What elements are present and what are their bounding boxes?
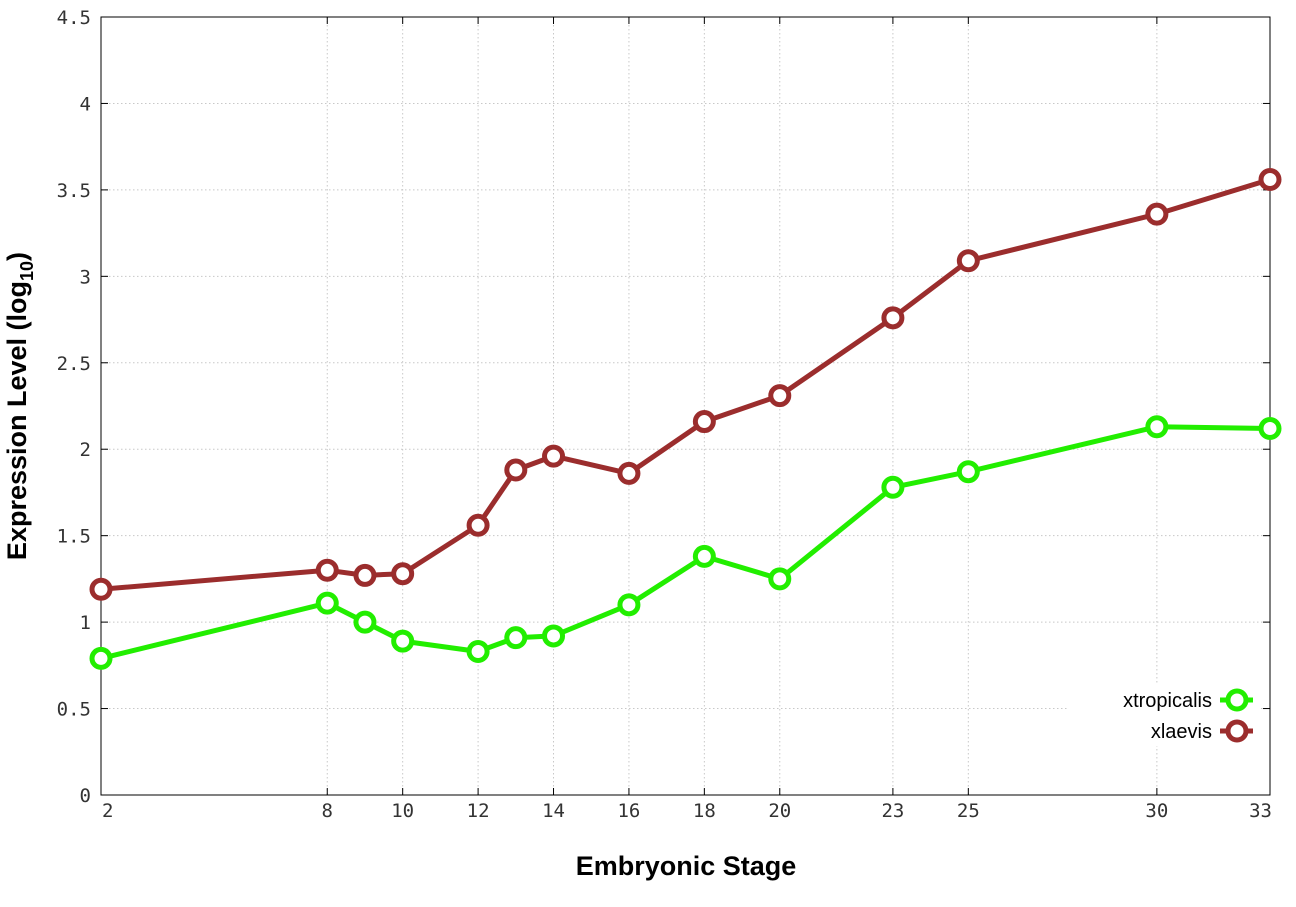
y-axis-title-main: Expression Level (log [2,281,32,560]
x-tick-label: 10 [391,800,414,822]
x-tick-label: 2 [102,800,113,822]
data-point [768,567,792,591]
data-point [391,629,415,653]
x-tick-label: 16 [617,800,640,822]
x-tick-label: 33 [1249,800,1272,822]
y-axis-title: Expression Level (log10) [2,252,37,560]
data-point [881,475,905,499]
data-point [617,461,641,485]
axis-ticks: 0 0.5 1 1.5 2 2.5 3 3.5 4 4.5 2 8 10 12 14 16 18 20 23 25 30… [57,7,1272,822]
data-point [315,591,339,615]
data-point [466,640,490,664]
y-tick-label: 2.5 [57,353,91,375]
data-point [956,249,980,273]
data-point [89,577,113,601]
y-tick-label: 4.5 [57,7,91,29]
data-point [692,544,716,568]
x-tick-label: 25 [957,800,980,822]
data-point [504,626,528,650]
y-tick-label: 1.5 [57,526,91,548]
data-point [315,558,339,582]
series-line-xtropicalis [100,424,1271,661]
legend-label-xtropicalis: xtropicalis [1123,690,1212,712]
data-point [542,624,566,648]
y-axis-title-close: ) [2,252,32,261]
y-tick-label: 4 [80,93,91,115]
data-point [1145,202,1169,226]
y-tick-label: 3 [80,266,91,288]
data-point [504,458,528,482]
x-tick-label: 14 [542,800,565,822]
data-point [466,513,490,537]
series-group [89,168,1282,670]
x-tick-label: 12 [467,800,490,822]
plot-frame [100,16,1271,796]
data-point [542,444,566,468]
x-tick-label: 30 [1145,800,1168,822]
x-axis-title: Embryonic Stage [576,851,797,881]
legend-marker-xlaevis [1225,719,1249,743]
legend: xtropicalis xlaevis [1068,685,1260,746]
data-point [1145,415,1169,439]
y-tick-label: 0.5 [57,699,91,721]
data-point [617,593,641,617]
data-point [353,610,377,634]
data-point [692,410,716,434]
y-tick-label: 0 [80,785,91,807]
y-axis-title-subscript: 10 [17,261,37,281]
data-point [1258,416,1282,440]
data-point [1258,168,1282,192]
x-tick-label: 8 [322,800,333,822]
grid [101,17,1270,795]
legend-marker-xtropicalis [1225,688,1249,712]
series-line-xlaevis [100,177,1271,592]
x-tick-label: 20 [768,800,791,822]
y-tick-label: 2 [80,439,91,461]
y-tick-label: 3.5 [57,180,91,202]
x-tick-label: 18 [693,800,716,822]
data-point [391,562,415,586]
series-xlaevis [89,168,1282,601]
data-point [768,384,792,408]
series-xtropicalis [89,415,1282,670]
data-point [956,460,980,484]
data-point [881,306,905,330]
data-point [89,646,113,670]
data-point [353,563,377,587]
x-tick-label: 23 [881,800,904,822]
legend-label-xlaevis: xlaevis [1151,721,1212,743]
y-tick-label: 1 [80,612,91,634]
